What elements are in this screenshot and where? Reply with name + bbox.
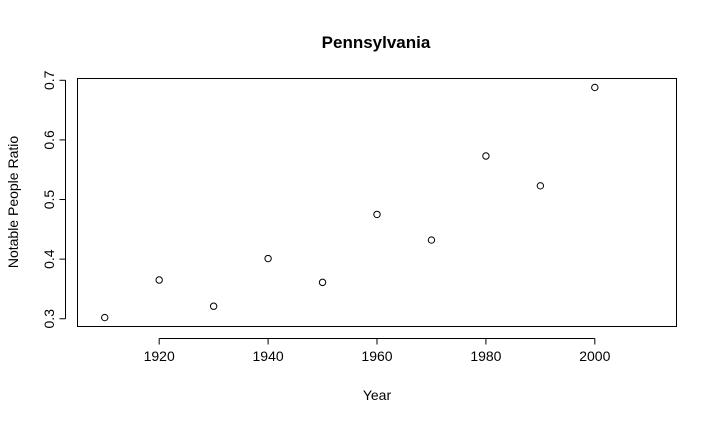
x-axis: 1920 1940 1960 1980 2000 [144,338,611,364]
data-point [482,152,490,160]
data-point [591,83,599,92]
x-axis-label: Year [363,387,392,403]
data-point [536,182,545,190]
y-axis: 0.3 0.4 0.5 0.6 0.7 [41,70,66,328]
x-tick-label: 1960 [361,348,392,364]
data-point [155,276,163,284]
data-point [264,254,272,263]
y-tick-label: 0.6 [41,130,57,150]
data-points [101,83,599,322]
data-point [427,236,436,244]
y-axis-label: Notable People Ratio [5,136,21,269]
x-tick-label: 1940 [253,348,284,364]
data-point [318,278,327,287]
data-point [209,302,218,310]
y-tick-label: 0.5 [41,190,57,210]
data-point [101,313,109,322]
x-tick-label: 1920 [144,348,175,364]
plot-frame [77,78,677,327]
x-tick-label: 1980 [470,348,501,364]
y-tick-label: 0.7 [41,70,57,90]
data-point [373,210,381,219]
x-tick-label: 2000 [579,348,610,364]
chart-title: Pennsylvania [322,33,431,52]
y-tick-label: 0.4 [41,249,57,269]
y-tick-label: 0.3 [41,309,57,329]
